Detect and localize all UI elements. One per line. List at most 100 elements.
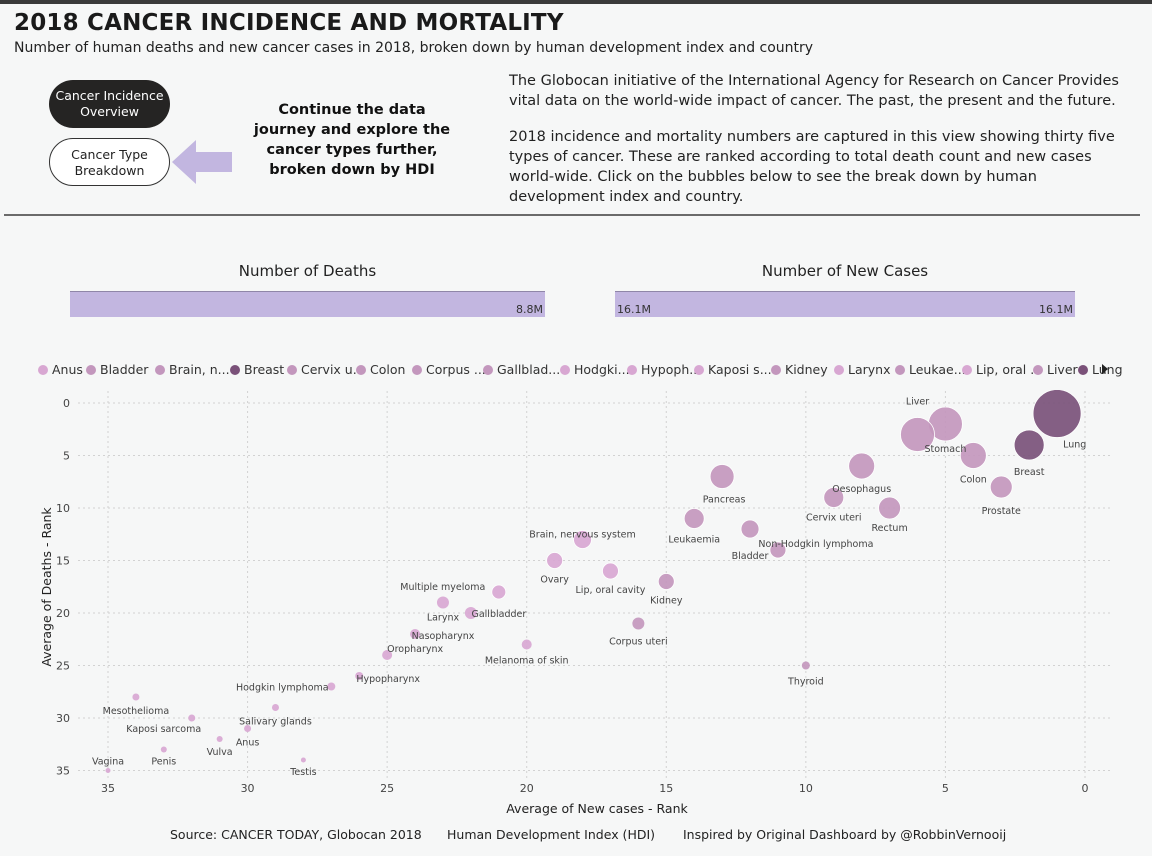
bubble-point[interactable] xyxy=(632,617,645,630)
legend-next-icon[interactable] xyxy=(1102,364,1108,374)
legend-item[interactable]: Colon xyxy=(356,362,405,377)
legend-item[interactable]: Corpus ... xyxy=(412,362,486,377)
deaths-kpi-value: 8.8M xyxy=(516,303,543,316)
left-arrow-icon xyxy=(172,140,232,184)
y-tick-label: 15 xyxy=(56,555,70,568)
legend-item[interactable]: Leukae... xyxy=(895,362,966,377)
bubble-point[interactable] xyxy=(683,508,705,529)
bubble-point[interactable] xyxy=(546,552,564,569)
bubble-point[interactable] xyxy=(959,442,987,469)
legend-label: Leukae... xyxy=(909,362,966,377)
bubble-point[interactable] xyxy=(848,452,876,480)
bubble-point[interactable] xyxy=(801,661,810,670)
new-cases-kpi-fill xyxy=(615,291,1075,317)
bubble-point[interactable] xyxy=(436,596,449,609)
bubble-point[interactable] xyxy=(300,757,306,763)
legend-label: Lip, oral ... xyxy=(976,362,1043,377)
bubble-point[interactable] xyxy=(188,714,196,722)
legend-dot-icon xyxy=(230,364,240,375)
legend-item[interactable]: Lip, oral ... xyxy=(962,362,1042,377)
legend-item[interactable]: Gallblad... xyxy=(483,362,560,377)
bubble-label: Corpus uteri xyxy=(609,637,668,648)
bubble-label: Melanoma of skin xyxy=(485,656,569,667)
bubble-point[interactable] xyxy=(244,725,252,732)
bubble-point[interactable] xyxy=(878,496,901,520)
legend-label: Breast xyxy=(244,362,285,377)
bubble-point[interactable] xyxy=(1032,390,1082,438)
new-cases-kpi-bar[interactable]: 16.1M 16.1M xyxy=(615,291,1075,317)
legend-label: Bladder xyxy=(100,362,149,377)
intro-paragraph-1: The Globocan initiative of the Internati… xyxy=(509,73,1119,109)
bubble-point[interactable] xyxy=(823,487,845,508)
legend-item[interactable]: Brain, n... xyxy=(155,362,230,377)
bubble-point[interactable] xyxy=(132,693,140,701)
bubble-point[interactable] xyxy=(271,704,279,711)
bubble-point[interactable] xyxy=(573,530,592,549)
legend-dot-icon xyxy=(895,364,905,375)
x-tick-label: 25 xyxy=(380,782,394,795)
cancer-incidence-overview-button[interactable]: Cancer Incidence Overview xyxy=(49,80,170,128)
legend-label: Hodgki... xyxy=(574,362,630,377)
legend-item[interactable]: Hodgki... xyxy=(560,362,630,377)
cancer-type-breakdown-button[interactable]: Cancer Type Breakdown xyxy=(49,138,170,186)
bubble-label: Rectum xyxy=(871,523,907,534)
legend-dot-icon xyxy=(38,364,48,375)
bubble-point[interactable] xyxy=(900,417,935,452)
legend-item[interactable]: Breast xyxy=(230,362,284,377)
bubble-point[interactable] xyxy=(105,768,111,773)
bubble-point[interactable] xyxy=(989,475,1013,499)
y-tick-label: 5 xyxy=(63,450,70,463)
journey-callout: Continue the data journey and explore th… xyxy=(253,102,451,178)
legend-item[interactable]: Bladder xyxy=(86,362,148,377)
legend-dot-icon xyxy=(155,364,165,375)
bubble-label: Lung xyxy=(1063,440,1086,451)
bubble-point[interactable] xyxy=(657,573,675,590)
bubble-point[interactable] xyxy=(1013,429,1045,461)
bubble-point[interactable] xyxy=(521,639,532,650)
top-border xyxy=(0,0,1152,4)
legend-item[interactable]: Hypoph... xyxy=(627,362,701,377)
legend-item[interactable]: Kidney xyxy=(771,362,828,377)
footer-credit: Inspired by Original Dashboard by @Robbi… xyxy=(683,827,1007,842)
legend-item[interactable]: Liver xyxy=(1033,362,1078,377)
footer-source: Source: CANCER TODAY, Globocan 2018 xyxy=(170,827,422,842)
bubble-point[interactable] xyxy=(382,650,393,660)
bubble-label: Oesophagus xyxy=(832,484,891,495)
legend-item[interactable]: Lung xyxy=(1078,362,1123,377)
legend-item[interactable]: Anus xyxy=(38,362,83,377)
breakdown-button-line1: Cancer Type xyxy=(71,147,148,162)
bubble-label: Kaposi sarcoma xyxy=(126,724,201,735)
x-tick-label: 10 xyxy=(799,782,813,795)
bubble-point[interactable] xyxy=(327,682,336,691)
y-tick-label: 0 xyxy=(63,397,70,410)
bubble-point[interactable] xyxy=(740,519,760,539)
bubble-label: Thyroid xyxy=(787,677,824,688)
bubble-point[interactable] xyxy=(602,562,619,580)
bubble-point[interactable] xyxy=(464,607,477,619)
bubble-point[interactable] xyxy=(709,464,735,489)
y-tick-label: 30 xyxy=(56,712,70,725)
deaths-kpi-bar[interactable]: 8.8M xyxy=(70,291,545,317)
bubble-label: Non-Hodgkin lymphoma xyxy=(758,539,873,550)
bubble-point[interactable] xyxy=(769,541,787,559)
bubble-point[interactable] xyxy=(410,629,421,639)
bubble-label: Prostate xyxy=(982,506,1021,517)
bubble-label: Brain, nervous system xyxy=(529,530,636,541)
bubble-point[interactable] xyxy=(355,672,364,680)
legend-item[interactable]: Kaposi s... xyxy=(694,362,772,377)
legend-label: Kaposi s... xyxy=(708,362,772,377)
breakdown-button-line2: Breakdown xyxy=(74,163,145,178)
legend-label: Colon xyxy=(370,362,406,377)
bubble-point[interactable] xyxy=(491,584,507,600)
x-tick-label: 15 xyxy=(659,782,673,795)
legend-dot-icon xyxy=(694,364,704,375)
legend-label: Kidney xyxy=(785,362,828,377)
legend-item[interactable]: Cervix u... xyxy=(287,362,365,377)
bubble-point[interactable] xyxy=(216,736,223,742)
legend-dot-icon xyxy=(1033,364,1043,375)
new-cases-kpi-min: 16.1M xyxy=(617,303,651,316)
legend-item[interactable]: Larynx xyxy=(834,362,890,377)
bubble-label: Oropharynx xyxy=(387,644,443,655)
bubble-label: Multiple myeloma xyxy=(400,582,485,593)
bubble-point[interactable] xyxy=(160,746,167,753)
